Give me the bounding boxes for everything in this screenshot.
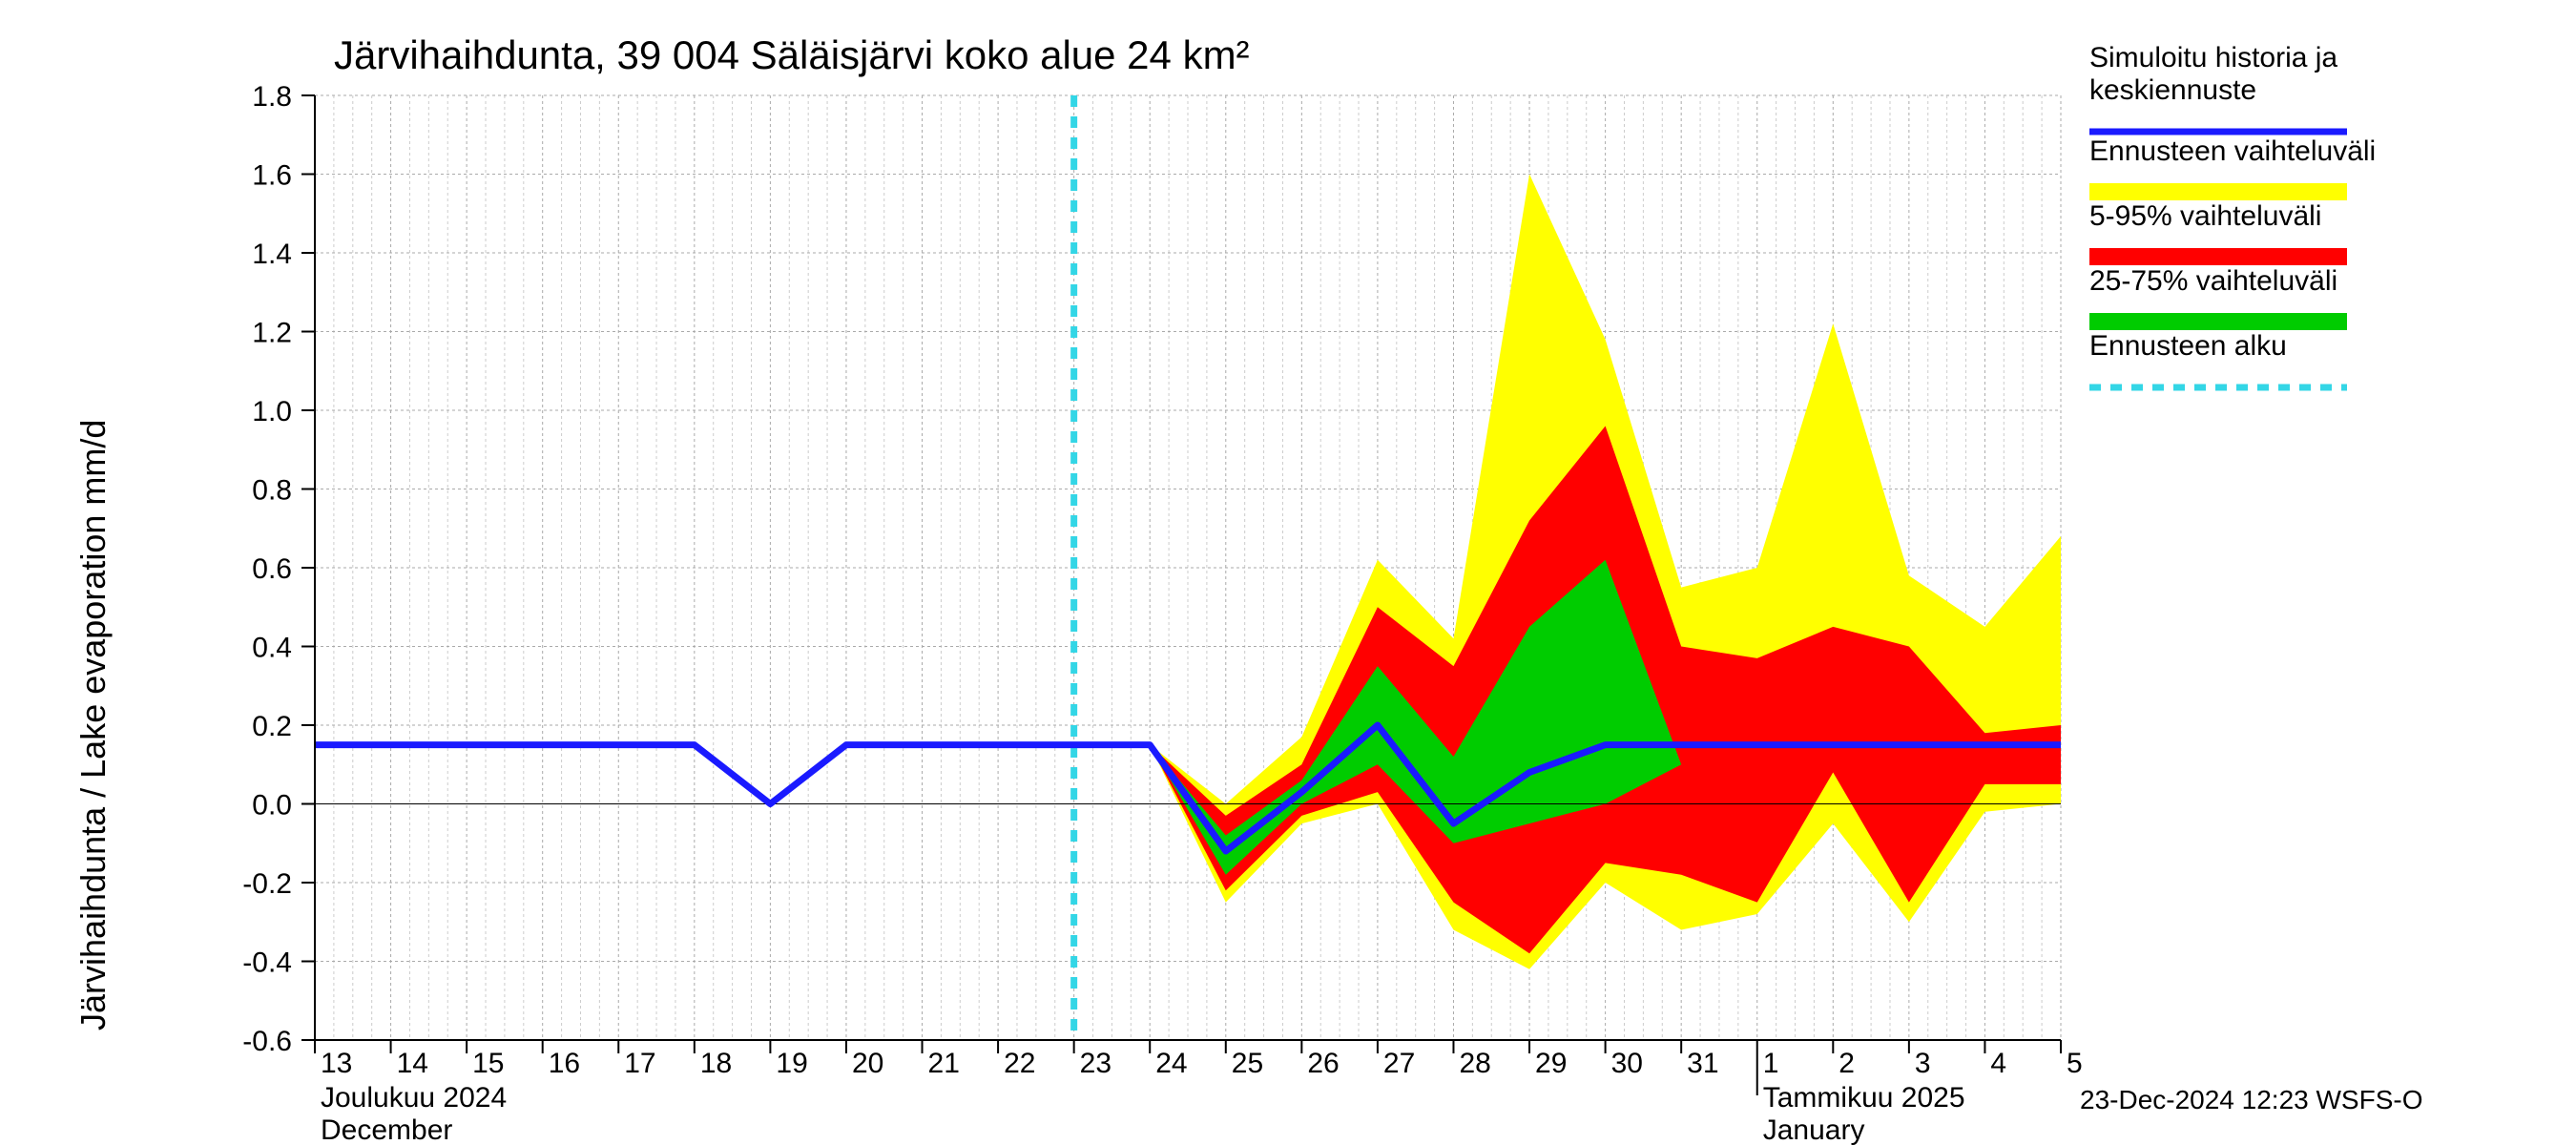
x-tick-label: 23 <box>1080 1048 1111 1079</box>
y-tick-label: 0.0 <box>252 790 292 822</box>
x-tick-label: 17 <box>624 1048 655 1079</box>
x-tick-label: 14 <box>397 1048 428 1079</box>
y-axis-title: Järvihaihdunta / Lake evaporation mm/d <box>73 420 113 1030</box>
legend-swatch <box>2089 183 2347 200</box>
chart-title: Järvihaihdunta, 39 004 Säläisjärvi koko … <box>334 32 1250 77</box>
x-tick-label: 24 <box>1155 1048 1187 1079</box>
legend-label: keskiennuste <box>2089 74 2256 106</box>
x-month-label: January <box>1763 1114 1865 1145</box>
x-tick-label: 3 <box>1915 1048 1931 1079</box>
timestamp: 23-Dec-2024 12:23 WSFS-O <box>2080 1085 2423 1114</box>
y-tick-label: 0.8 <box>252 475 292 507</box>
x-tick-label: 30 <box>1611 1048 1643 1079</box>
y-tick-label: -0.2 <box>242 868 292 900</box>
x-tick-label: 1 <box>1763 1048 1779 1079</box>
x-tick-label: 5 <box>2067 1048 2083 1079</box>
chart-container: -0.6 -0.4 -0.2 0.0 0.2 0.4 0.6 0.8 1.0 1.2 1.4 1.6 1… <box>0 0 2576 1145</box>
y-tick-label: 1.4 <box>252 239 292 270</box>
y-tick-label: 0.4 <box>252 633 292 664</box>
y-tick-label: 0.6 <box>252 553 292 585</box>
legend-label: 25-75% vaihteluväli <box>2089 265 2337 297</box>
y-tick-label: 1.8 <box>252 81 292 113</box>
x-month-label: Tammikuu 2025 <box>1763 1082 1965 1114</box>
x-tick-label: 29 <box>1535 1048 1567 1079</box>
x-tick-label: 19 <box>776 1048 807 1079</box>
x-tick-label: 4 <box>1990 1048 2006 1079</box>
x-tick-label: 21 <box>928 1048 960 1079</box>
chart-svg: -0.6 -0.4 -0.2 0.0 0.2 0.4 0.6 0.8 1.0 1.2 1.4 1.6 1… <box>0 0 2576 1145</box>
y-tick-label: 1.2 <box>252 318 292 349</box>
x-tick-label: 2 <box>1839 1048 1855 1079</box>
legend-swatch <box>2089 313 2347 330</box>
x-tick-label: 25 <box>1232 1048 1263 1079</box>
x-tick-label: 28 <box>1459 1048 1490 1079</box>
x-tick-label: 20 <box>852 1048 883 1079</box>
x-tick-label: 26 <box>1307 1048 1339 1079</box>
chart-bg <box>0 0 2576 1145</box>
x-tick-label: 22 <box>1004 1048 1035 1079</box>
x-tick-label: 15 <box>472 1048 504 1079</box>
x-month-label: December <box>321 1114 452 1145</box>
y-tick-label: -0.6 <box>242 1026 292 1057</box>
x-tick-label: 18 <box>700 1048 732 1079</box>
x-tick-label: 27 <box>1383 1048 1415 1079</box>
x-tick-label: 31 <box>1687 1048 1718 1079</box>
legend-label: Simuloitu historia ja <box>2089 42 2337 73</box>
x-tick-label: 13 <box>321 1048 352 1079</box>
legend-label: Ennusteen vaihteluväli <box>2089 135 2376 167</box>
x-tick-label: 16 <box>549 1048 580 1079</box>
y-tick-label: 0.2 <box>252 711 292 742</box>
legend-label: 5-95% vaihteluväli <box>2089 200 2321 232</box>
y-tick-label: -0.4 <box>242 947 292 979</box>
legend-label: Ennusteen alku <box>2089 330 2287 362</box>
x-month-label: Joulukuu 2024 <box>321 1082 507 1114</box>
y-tick-label: 1.6 <box>252 160 292 192</box>
legend-swatch <box>2089 248 2347 265</box>
y-tick-label: 1.0 <box>252 396 292 427</box>
